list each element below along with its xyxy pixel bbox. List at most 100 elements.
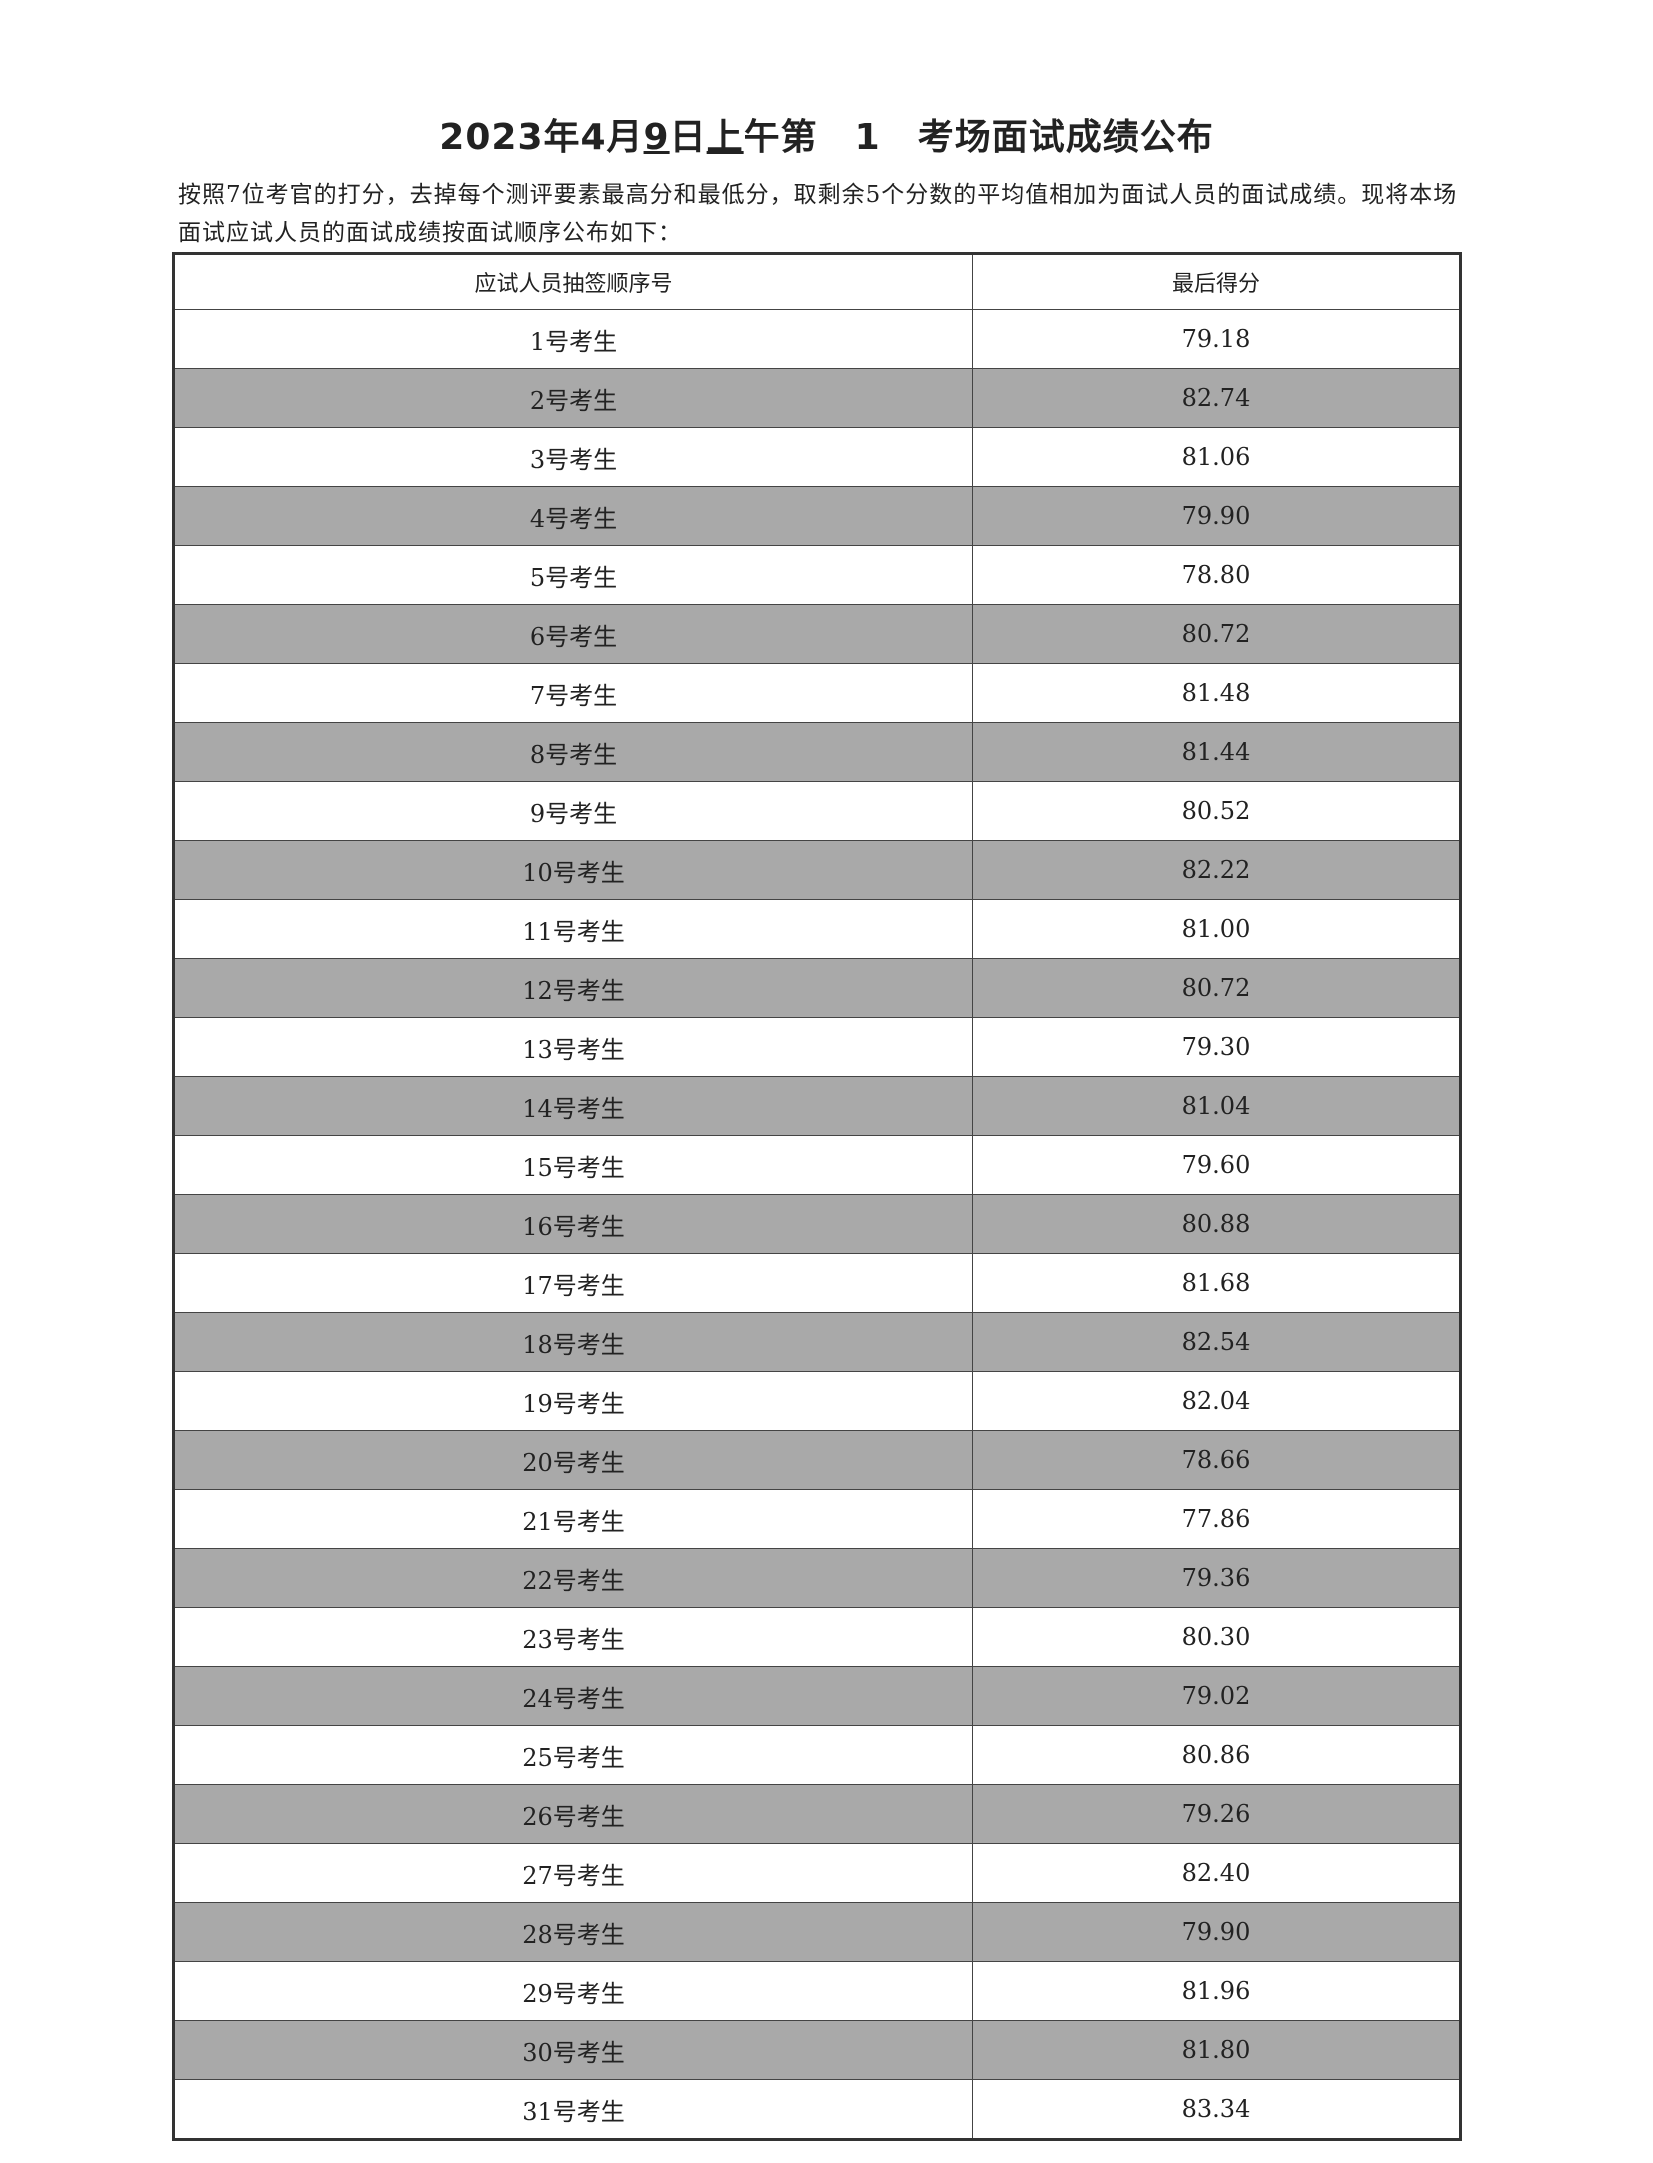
table-row: 17号考生 81.68 xyxy=(173,1253,1461,1313)
table-row: 8号考生 81.44 xyxy=(173,722,1461,782)
score-cell: 81.96 xyxy=(972,1961,1461,2021)
score-cell: 80.72 xyxy=(972,958,1461,1018)
table-row: 1号考生 79.18 xyxy=(173,309,1461,369)
table-row: 15号考生 79.60 xyxy=(173,1135,1461,1195)
score-cell: 79.60 xyxy=(972,1135,1461,1195)
table-row: 27号考生 82.40 xyxy=(173,1843,1461,1903)
score-cell: 79.36 xyxy=(972,1548,1461,1608)
candidate-cell: 2号考生 xyxy=(173,368,973,428)
table-row: 26号考生 79.26 xyxy=(173,1784,1461,1844)
table-row: 2号考生 82.74 xyxy=(173,368,1461,428)
score-cell: 81.80 xyxy=(972,2020,1461,2080)
score-cell: 79.02 xyxy=(972,1666,1461,1726)
score-cell: 80.30 xyxy=(972,1607,1461,1667)
candidate-cell: 12号考生 xyxy=(173,958,973,1018)
title-date-prefix: 2023年4月 xyxy=(439,117,644,158)
candidate-cell: 22号考生 xyxy=(173,1548,973,1608)
table-row: 9号考生 80.52 xyxy=(173,781,1461,841)
table-row: 14号考生 81.04 xyxy=(173,1076,1461,1136)
candidate-cell: 16号考生 xyxy=(173,1194,973,1254)
table-row: 4号考生 79.90 xyxy=(173,486,1461,546)
score-cell: 79.90 xyxy=(972,1902,1461,1962)
table-row: 30号考生 81.80 xyxy=(173,2020,1461,2080)
candidate-cell: 20号考生 xyxy=(173,1430,973,1490)
intro-paragraph: 按照7位考官的打分，去掉每个测评要素最高分和最低分，取剩余5个分数的平均值相加为… xyxy=(178,182,1458,246)
page-title: 2023年4月9日上午第 1 考场面试成绩公布 xyxy=(0,108,1653,160)
score-cell: 82.54 xyxy=(972,1312,1461,1372)
candidate-cell: 6号考生 xyxy=(173,604,973,664)
candidate-cell: 29号考生 xyxy=(173,1961,973,2021)
table-row: 20号考生 78.66 xyxy=(173,1430,1461,1490)
table-header-row: 应试人员抽签顺序号 最后得分 xyxy=(173,253,1461,310)
score-cell: 80.88 xyxy=(972,1194,1461,1254)
title-suffix: 午第 1 考场面试成绩公布 xyxy=(743,117,1214,158)
table-row: 19号考生 82.04 xyxy=(173,1371,1461,1431)
candidate-cell: 3号考生 xyxy=(173,427,973,487)
score-cell: 79.90 xyxy=(972,486,1461,546)
candidate-cell: 23号考生 xyxy=(173,1607,973,1667)
candidate-cell: 1号考生 xyxy=(173,309,973,369)
table-row: 25号考生 80.86 xyxy=(173,1725,1461,1785)
score-cell: 82.04 xyxy=(972,1371,1461,1431)
table-row: 12号考生 80.72 xyxy=(173,958,1461,1018)
score-cell: 82.40 xyxy=(972,1843,1461,1903)
candidate-cell: 11号考生 xyxy=(173,899,973,959)
candidate-cell: 26号考生 xyxy=(173,1784,973,1844)
table-row: 22号考生 79.36 xyxy=(173,1548,1461,1608)
candidate-cell: 5号考生 xyxy=(173,545,973,605)
table-row: 16号考生 80.88 xyxy=(173,1194,1461,1254)
table-row: 5号考生 78.80 xyxy=(173,545,1461,605)
header-candidate-number: 应试人员抽签顺序号 xyxy=(173,253,973,310)
score-cell: 78.80 xyxy=(972,545,1461,605)
candidate-cell: 15号考生 xyxy=(173,1135,973,1195)
candidate-cell: 7号考生 xyxy=(173,663,973,723)
score-cell: 81.04 xyxy=(972,1076,1461,1136)
table-row: 6号考生 80.72 xyxy=(173,604,1461,664)
table-row: 28号考生 79.90 xyxy=(173,1902,1461,1962)
table-row: 31号考生 83.34 xyxy=(173,2079,1461,2140)
table-row: 3号考生 81.06 xyxy=(173,427,1461,487)
header-final-score: 最后得分 xyxy=(972,253,1461,310)
candidate-cell: 18号考生 xyxy=(173,1312,973,1372)
score-cell: 81.68 xyxy=(972,1253,1461,1313)
title-day: 9 xyxy=(643,117,670,158)
candidate-cell: 28号考生 xyxy=(173,1902,973,1962)
score-cell: 81.44 xyxy=(972,722,1461,782)
table-row: 18号考生 82.54 xyxy=(173,1312,1461,1372)
score-cell: 80.86 xyxy=(972,1725,1461,1785)
table-row: 29号考生 81.96 xyxy=(173,1961,1461,2021)
table-row: 21号考生 77.86 xyxy=(173,1489,1461,1549)
score-cell: 81.00 xyxy=(972,899,1461,959)
candidate-cell: 17号考生 xyxy=(173,1253,973,1313)
table-row: 10号考生 82.22 xyxy=(173,840,1461,900)
score-cell: 79.18 xyxy=(972,309,1461,369)
score-cell: 81.06 xyxy=(972,427,1461,487)
candidate-cell: 4号考生 xyxy=(173,486,973,546)
score-cell: 82.22 xyxy=(972,840,1461,900)
title-period: 上 xyxy=(706,117,744,158)
candidate-cell: 9号考生 xyxy=(173,781,973,841)
title-day-suffix: 日 xyxy=(669,117,707,158)
candidate-cell: 10号考生 xyxy=(173,840,973,900)
candidate-cell: 24号考生 xyxy=(173,1666,973,1726)
score-cell: 79.30 xyxy=(972,1017,1461,1077)
table-row: 11号考生 81.00 xyxy=(173,899,1461,959)
candidate-cell: 27号考生 xyxy=(173,1843,973,1903)
candidate-cell: 31号考生 xyxy=(173,2079,973,2140)
table-row: 24号考生 79.02 xyxy=(173,1666,1461,1726)
candidate-cell: 14号考生 xyxy=(173,1076,973,1136)
candidate-cell: 13号考生 xyxy=(173,1017,973,1077)
table-row: 13号考生 79.30 xyxy=(173,1017,1461,1077)
candidate-cell: 25号考生 xyxy=(173,1725,973,1785)
score-cell: 79.26 xyxy=(972,1784,1461,1844)
score-cell: 81.48 xyxy=(972,663,1461,723)
candidate-cell: 19号考生 xyxy=(173,1371,973,1431)
table-row: 7号考生 81.48 xyxy=(173,663,1461,723)
table-row: 23号考生 80.30 xyxy=(173,1607,1461,1667)
score-cell: 83.34 xyxy=(972,2079,1461,2140)
score-cell: 82.74 xyxy=(972,368,1461,428)
candidate-cell: 8号考生 xyxy=(173,722,973,782)
score-cell: 80.72 xyxy=(972,604,1461,664)
score-table: 应试人员抽签顺序号 最后得分 1号考生 79.18 2号考生 82.74 3号考生 81.… xyxy=(172,252,1462,2141)
score-cell: 78.66 xyxy=(972,1430,1461,1490)
